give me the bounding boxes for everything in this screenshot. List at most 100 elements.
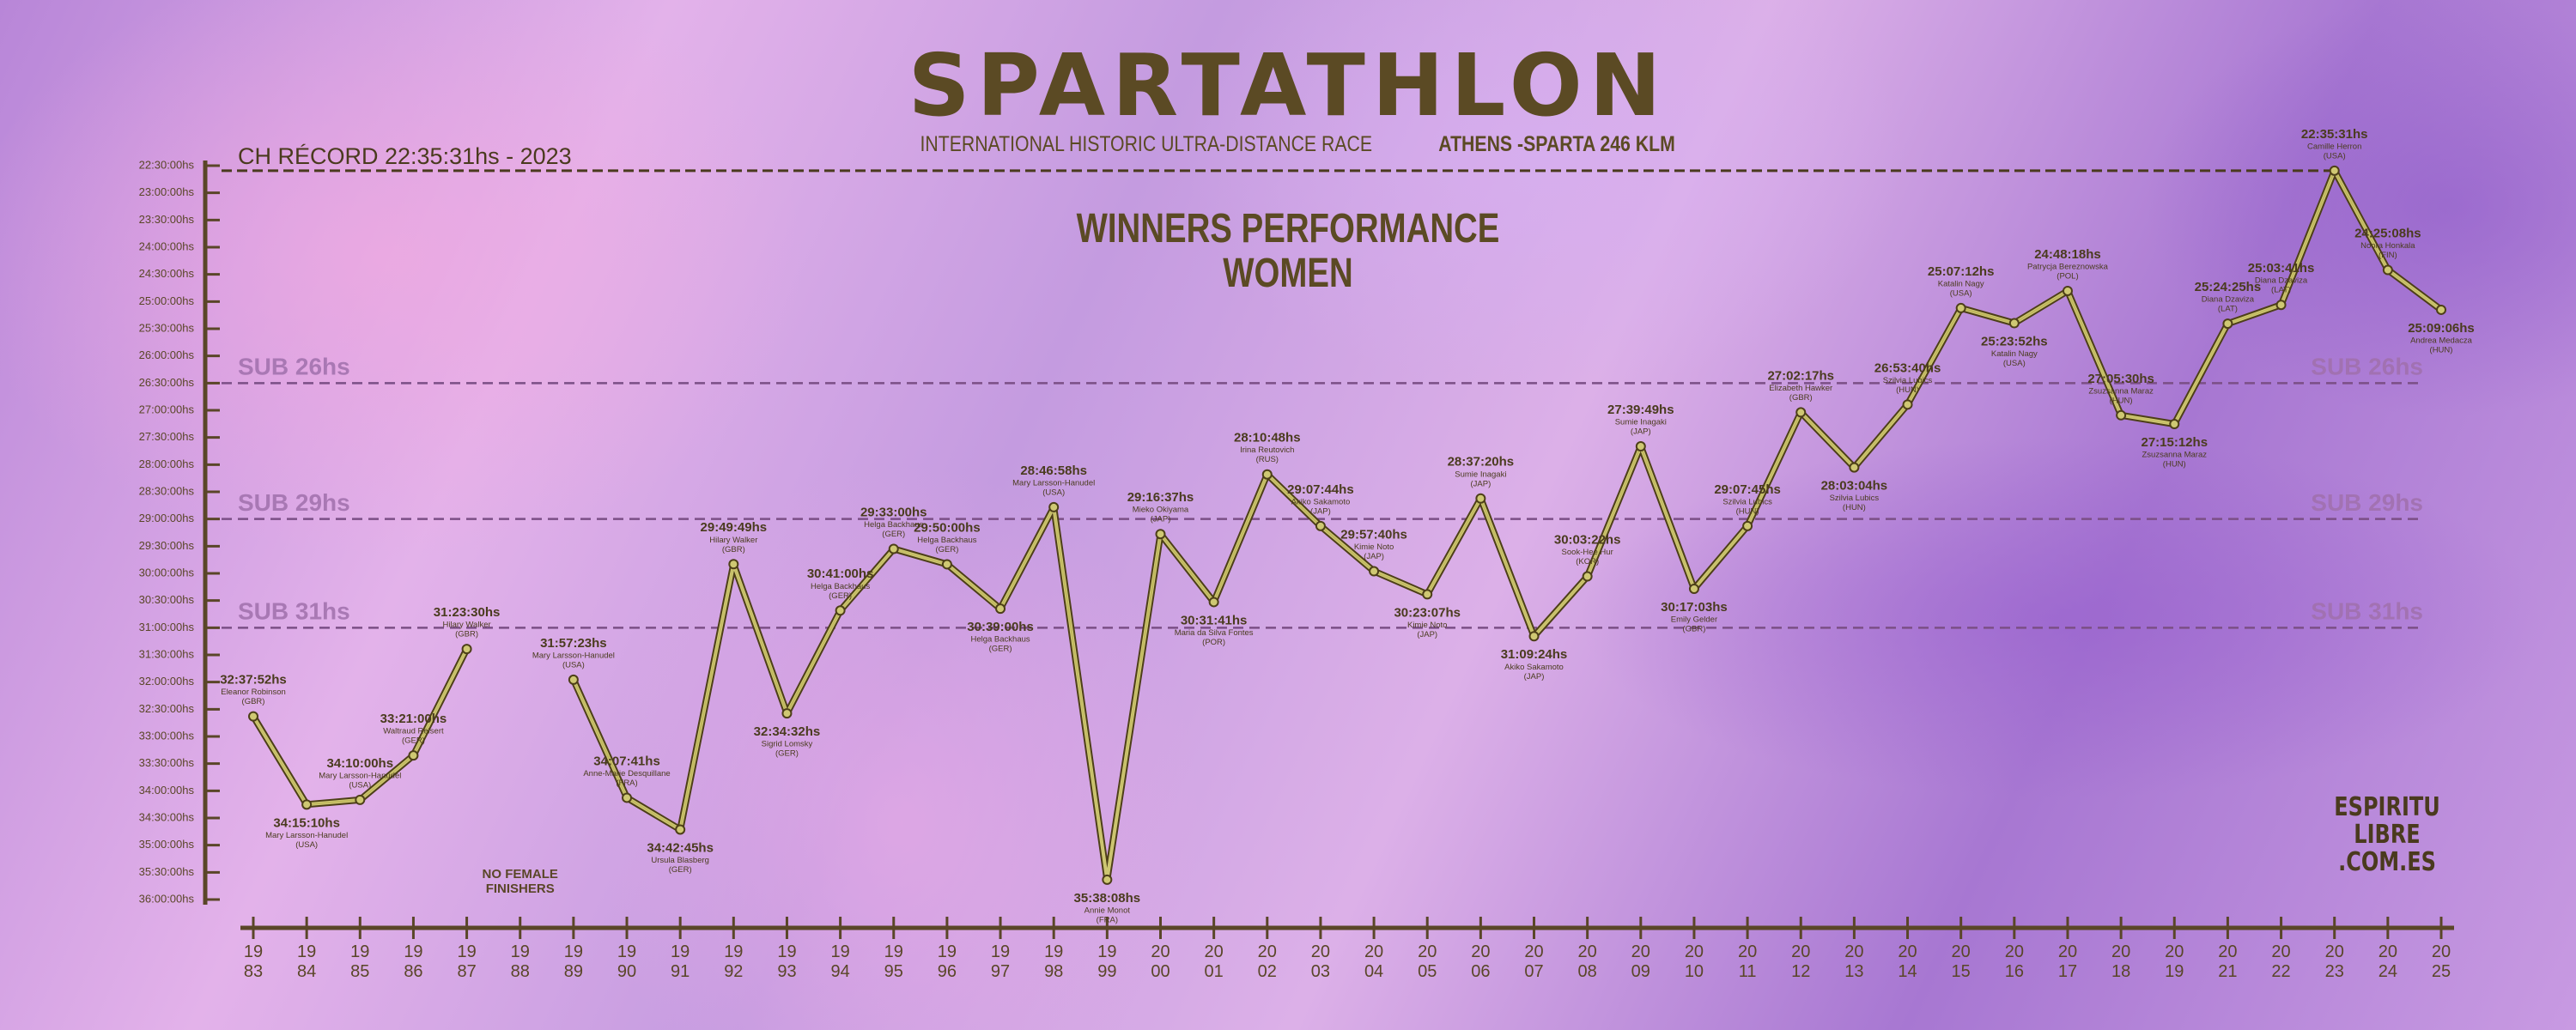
runner-name: Noora Honkala bbox=[2360, 241, 2415, 251]
point bbox=[1208, 597, 1219, 608]
y-tick-label: 29:00:00hs bbox=[139, 512, 195, 524]
point bbox=[1742, 520, 1753, 531]
x-tick-label: 1987 bbox=[457, 942, 477, 981]
reference-label: SUB 29hs bbox=[2311, 489, 2423, 516]
value-label: 29:50:00hs bbox=[914, 520, 981, 535]
point bbox=[1475, 493, 1486, 504]
record-label: CH RÉCORD 22:35:31hs - 2023 bbox=[238, 143, 572, 169]
runner-country: (HUN) bbox=[2110, 396, 2133, 405]
x-tick-label: 1997 bbox=[990, 942, 1011, 981]
value-label: 27:39:49hs bbox=[1607, 403, 1674, 417]
heading-2: WOMEN bbox=[1223, 251, 1353, 296]
x-tick-label: 2012 bbox=[1791, 942, 1811, 981]
y-tick-label: 28:30:00hs bbox=[139, 484, 195, 497]
runner-name: Eleanor Robinson bbox=[221, 688, 286, 697]
x-tick-label: 1995 bbox=[884, 942, 903, 981]
point bbox=[1528, 631, 1540, 642]
value-label: 30:23:07hs bbox=[1394, 605, 1461, 620]
x-tick-label: 2005 bbox=[1418, 942, 1437, 981]
x-tick-label: 2019 bbox=[2165, 942, 2184, 981]
value-label: 25:23:52hs bbox=[1981, 334, 2048, 348]
point bbox=[2382, 264, 2393, 276]
y-tick-label: 28:00:00hs bbox=[139, 457, 195, 470]
runner-country: (LAT) bbox=[2218, 305, 2238, 314]
runner-country: (USA) bbox=[2003, 359, 2026, 368]
runner-country: (LAT) bbox=[2271, 286, 2291, 295]
reference-label: SUB 29hs bbox=[238, 489, 350, 516]
runner-name: Helga Backhaus bbox=[811, 582, 870, 591]
runner-name: Zsuzsanna Maraz bbox=[2088, 386, 2154, 396]
x-tick-label: 2013 bbox=[1844, 942, 1864, 981]
y-tick-label: 33:00:00hs bbox=[139, 729, 195, 742]
point bbox=[1688, 583, 1699, 594]
point bbox=[1955, 302, 1966, 313]
y-tick-label: 29:30:00hs bbox=[139, 539, 195, 552]
logo-line: LIBRE bbox=[2354, 820, 2421, 850]
point bbox=[2436, 304, 2446, 315]
x-tick-label: 2008 bbox=[1577, 942, 1597, 981]
value-label: 32:34:32hs bbox=[754, 724, 821, 739]
runner-country: (FRA) bbox=[1097, 915, 1118, 924]
point bbox=[1261, 469, 1273, 480]
x-tick-label: 2003 bbox=[1310, 942, 1331, 981]
value-label: 28:37:20hs bbox=[1448, 455, 1515, 470]
runner-name: Diana Dzaviza bbox=[2255, 276, 2308, 286]
runner-name: Hilary Walker bbox=[709, 536, 757, 545]
x-tick-label: 2021 bbox=[2218, 942, 2238, 981]
point bbox=[568, 674, 579, 685]
point bbox=[408, 750, 419, 761]
title: SPARTATHLON bbox=[908, 35, 1668, 136]
point bbox=[675, 824, 686, 835]
runner-name: Camille Herron bbox=[2307, 142, 2361, 151]
runner-country: (JAP) bbox=[1364, 552, 1384, 561]
x-tick-label: 2017 bbox=[2057, 942, 2078, 981]
runner-country: (USA) bbox=[349, 780, 371, 790]
x-tick-label: 2022 bbox=[2271, 942, 2291, 981]
x-tick-label: 1983 bbox=[243, 942, 264, 981]
point bbox=[1048, 501, 1060, 512]
runner-country: (GER) bbox=[829, 591, 852, 601]
runner-name: Mary Larsson-Hanudel bbox=[265, 831, 348, 840]
runner-name: Sumie Inagaki bbox=[1615, 418, 1667, 427]
runner-country: (FRA) bbox=[616, 779, 637, 788]
y-tick-label: 27:30:00hs bbox=[139, 430, 195, 443]
runner-name: Elizabeth Hawker bbox=[1769, 384, 1832, 393]
x-tick-label: 1996 bbox=[937, 942, 957, 981]
point bbox=[2222, 318, 2233, 330]
value-label: 30:41:00hs bbox=[807, 566, 874, 581]
point bbox=[622, 792, 633, 803]
value-label: 27:05:30hs bbox=[2087, 372, 2154, 386]
point bbox=[728, 559, 739, 570]
y-tick-label: 30:00:00hs bbox=[139, 566, 195, 579]
value-label: 30:17:03hs bbox=[1661, 600, 1728, 615]
value-label: 29:07:44hs bbox=[1287, 482, 1354, 497]
runner-country: (HUN) bbox=[1896, 385, 1919, 395]
x-tick-label: 1992 bbox=[724, 942, 744, 981]
runner-country: (JAP) bbox=[1524, 672, 1545, 682]
runner-country: (JAP) bbox=[1151, 515, 1171, 524]
x-tick-label: 1999 bbox=[1097, 942, 1117, 981]
runner-name: Patrycja Bereznowska bbox=[2027, 262, 2109, 271]
point bbox=[2169, 419, 2180, 430]
runner-name: Kimie Noto bbox=[1407, 621, 1447, 630]
x-tick-label: 1984 bbox=[297, 942, 317, 981]
point bbox=[2062, 285, 2073, 296]
reference-label: SUB 26hs bbox=[238, 354, 350, 380]
runner-country: (GBR) bbox=[455, 630, 478, 639]
y-tick-label: 23:30:00hs bbox=[139, 213, 195, 226]
value-label: 22:35:31hs bbox=[2301, 127, 2368, 142]
runner-name: Sigrid Lomsky bbox=[762, 740, 813, 749]
runner-name: Mary Larsson-Hanudel bbox=[319, 771, 401, 780]
x-tick-label: 2025 bbox=[2431, 942, 2451, 981]
x-tick-label: 2016 bbox=[2004, 942, 2024, 981]
runner-name: Szilvia Lubics bbox=[1830, 494, 1880, 503]
x-tick-label: 2011 bbox=[1737, 942, 1758, 981]
runner-country: (JAP) bbox=[1470, 479, 1491, 488]
x-tick-label: 2004 bbox=[1364, 942, 1384, 981]
point bbox=[781, 708, 793, 719]
point bbox=[1155, 529, 1166, 540]
value-label: 27:02:17hs bbox=[1767, 368, 1834, 383]
value-label: 29:49:49hs bbox=[701, 520, 768, 535]
value-label: 34:07:41hs bbox=[593, 754, 660, 768]
